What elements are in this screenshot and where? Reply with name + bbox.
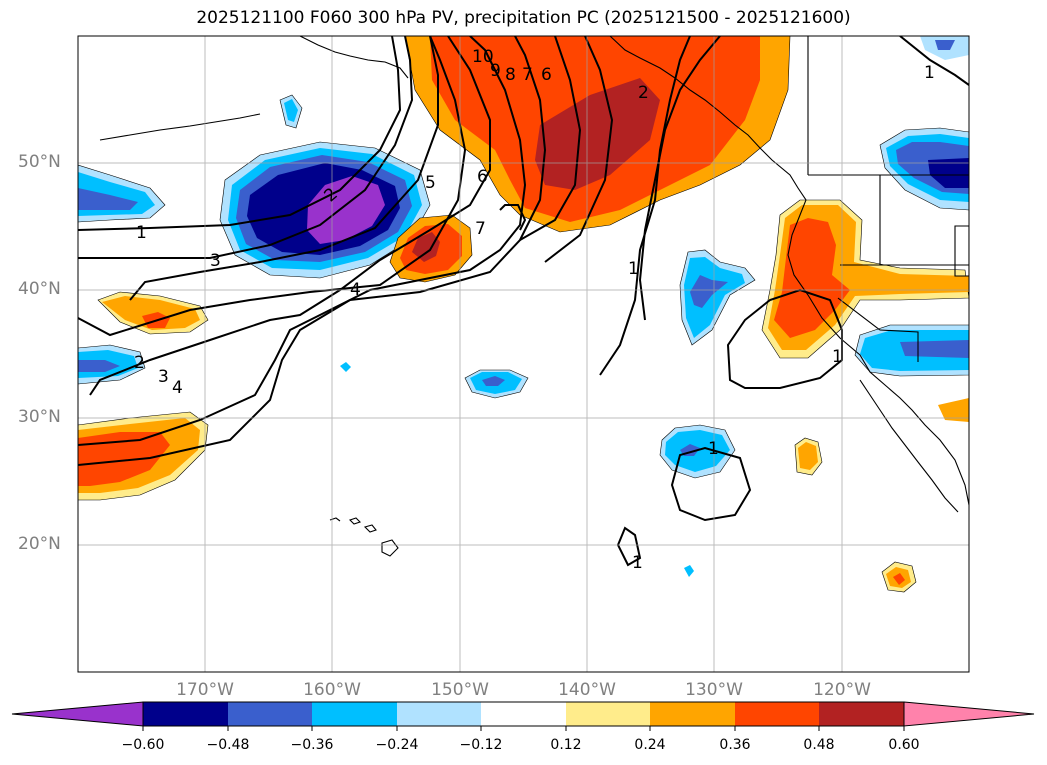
contour-label: 2 [638, 83, 649, 103]
lon-label: 160°W [303, 680, 361, 700]
contour-label: 10 [472, 47, 494, 67]
contour-label: 1 [632, 553, 643, 573]
contour-label: 1 [708, 439, 719, 459]
map-title: 2025121100 F060 300 hPa PV, precipitatio… [196, 8, 851, 28]
contour-label: 1 [924, 63, 935, 83]
colorbar-tick-label: −0.12 [459, 737, 503, 753]
colorbar-tick-label: −0.60 [121, 737, 165, 753]
colorbar-extend-low [11, 701, 144, 727]
lon-label: 140°W [558, 680, 616, 700]
contour-label: 2 [134, 353, 145, 373]
contour-label: 1 [136, 223, 147, 243]
colorbar-tick-label: −0.24 [375, 737, 419, 753]
colorbar-tick-label: 0.48 [803, 737, 835, 753]
lat-label: 30°N [18, 407, 61, 427]
contour-label: 5 [425, 173, 436, 193]
contour-label: 1 [832, 347, 843, 367]
colorbar-tick-label: 0.60 [888, 737, 920, 753]
lon-label: 120°W [813, 680, 871, 700]
precipitation-fill-layer [78, 36, 969, 593]
contour-label: 8 [505, 65, 516, 85]
colorbar-tick-label: 0.24 [634, 737, 666, 753]
contour-label: 3 [210, 251, 221, 271]
colorbar [11, 701, 1035, 731]
colorbar-tick-label: −0.48 [206, 737, 250, 753]
contour-label: 4 [350, 280, 361, 300]
contour-label: 3 [158, 367, 169, 387]
colorbar-tick-label: 0.36 [719, 737, 751, 753]
lon-label: 170°W [176, 680, 234, 700]
lon-label: 150°W [431, 680, 489, 700]
lon-label: 130°W [685, 680, 743, 700]
contour-label: 1 [628, 259, 639, 279]
gridlines [78, 36, 969, 672]
contour-label: 6 [541, 65, 552, 85]
lat-label: 40°N [18, 279, 61, 299]
colorbar-tick-label: −0.36 [290, 737, 334, 753]
colorbar-extend-high [903, 701, 1035, 727]
contour-label: 7 [475, 219, 486, 239]
contour-label: 9 [490, 61, 501, 81]
pv-contours [78, 36, 969, 567]
contour-label: 7 [522, 65, 533, 85]
lat-label: 50°N [18, 152, 61, 172]
colorbar-tick-label: 0.12 [550, 737, 582, 753]
map-frame [77, 35, 970, 673]
lat-label: 20°N [18, 534, 61, 554]
contour-label: 6 [477, 167, 488, 187]
contour-label: 4 [172, 378, 183, 398]
